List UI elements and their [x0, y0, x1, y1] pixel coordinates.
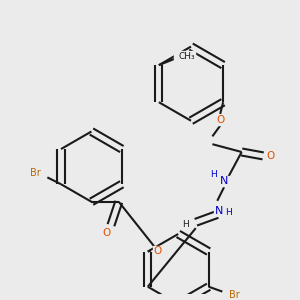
- Bar: [225, 208, 233, 217]
- Bar: [101, 228, 111, 238]
- Bar: [225, 290, 243, 299]
- Text: O: O: [216, 115, 224, 125]
- Bar: [181, 220, 189, 229]
- Bar: [153, 246, 162, 256]
- Text: Br: Br: [30, 169, 41, 178]
- Bar: [214, 206, 224, 215]
- Bar: [209, 170, 218, 179]
- Bar: [27, 169, 44, 178]
- Text: H: H: [210, 170, 217, 179]
- Bar: [173, 52, 195, 61]
- Text: N: N: [215, 206, 224, 216]
- Text: Br: Br: [229, 290, 239, 299]
- Text: CH₃: CH₃: [179, 52, 196, 61]
- Bar: [219, 176, 229, 186]
- Bar: [215, 115, 225, 125]
- Bar: [266, 151, 276, 161]
- Text: O: O: [267, 151, 275, 161]
- Text: O: O: [102, 228, 110, 238]
- Text: H: H: [182, 220, 188, 229]
- Text: H: H: [226, 208, 232, 217]
- Text: N: N: [220, 176, 228, 186]
- Text: O: O: [153, 246, 162, 256]
